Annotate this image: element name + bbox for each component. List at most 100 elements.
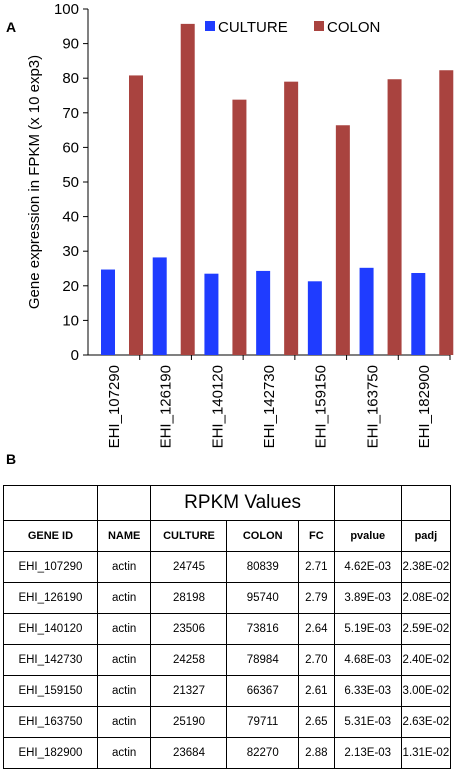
legend-swatch-colon [314, 21, 324, 31]
bar-culture-ehi_126190 [152, 257, 167, 355]
table-cell: 23684 [150, 737, 228, 769]
legend-label-culture: CULTURE [218, 19, 288, 36]
table-cell [400, 485, 452, 521]
table-row: EHI_126190 actin 28198 95740 2.79 3.89E-03 2.0… [3, 582, 452, 614]
table-cell: 5.19E-03 [333, 613, 402, 645]
table-cell: EHI_163750 [3, 706, 98, 738]
y-tick-label: 20 [62, 278, 79, 295]
table-cell: 2.38E-02 [400, 551, 452, 583]
bar-colon-ehi_126190 [180, 23, 195, 356]
table-cell: EHI_182900 [3, 737, 98, 769]
table-cell: 2.08E-02 [400, 582, 452, 614]
table-header-row: GENE ID NAME CULTURE COLON FC pvalue padj [3, 520, 452, 552]
table-cell: 25190 [150, 706, 228, 738]
table-cell: 24745 [150, 551, 228, 583]
table-cell: 80839 [226, 551, 299, 583]
legend-label-colon: COLON [327, 19, 380, 36]
y-tick-label: 40 [62, 209, 79, 226]
column-header: CULTURE [150, 520, 228, 552]
bar-chart: Gene expression in FPKM (x 10 exp3) 0 10 2… [26, 1, 454, 448]
y-axis-label: Gene expression in FPKM (x 10 exp3) [26, 55, 43, 309]
x-tick-label: EHI_159150 [313, 365, 330, 448]
bar-colon-ehi_163750 [387, 79, 402, 355]
table-cell: 2.40E-02 [400, 644, 452, 676]
table-cell: actin [96, 613, 152, 645]
table-row: EHI_140120 actin 23506 73816 2.64 5.19E-03 2.5… [3, 613, 452, 645]
panel-label-a: A [6, 19, 17, 35]
table-cell: actin [96, 551, 152, 583]
column-header: NAME [96, 520, 152, 552]
table-row: EHI_182900 actin 23684 82270 2.88 2.13E-03 1.3… [3, 737, 452, 769]
table-cell: 2.64 [297, 613, 335, 645]
table-cell: 21327 [150, 675, 228, 707]
table-row: EHI_107290 actin 24745 80839 2.71 4.62E-03 2.3… [3, 551, 452, 583]
rpkm-values-header: RPKM Values [150, 485, 335, 521]
table-cell: 2.79 [297, 582, 335, 614]
table-cell: 6.33E-03 [333, 675, 402, 707]
table-cell: actin [96, 644, 152, 676]
rpkm-table: RPKM Values GENE ID NAME CULTURE COLON FC pva… [3, 485, 452, 769]
column-header: pvalue [333, 520, 402, 552]
x-tick-label: EHI_140120 [209, 365, 226, 448]
table-cell: 2.88 [297, 737, 335, 769]
table-cell: 2.71 [297, 551, 335, 583]
y-tick-label: 70 [62, 105, 79, 122]
bar-colon-ehi_182900 [439, 70, 454, 355]
column-header: COLON [226, 520, 299, 552]
bar-culture-ehi_159150 [307, 281, 322, 355]
table-cell: 78984 [226, 644, 299, 676]
table-cell [333, 485, 402, 521]
y-tick-label: 30 [62, 243, 79, 260]
bar-culture-ehi_163750 [359, 267, 374, 355]
x-tick-label: EHI_182900 [416, 365, 433, 448]
table-cell: 3.00E-02 [400, 675, 452, 707]
y-tick-label: 0 [71, 347, 79, 364]
table-cell: 24258 [150, 644, 228, 676]
table-cell: EHI_159150 [3, 675, 98, 707]
bar-colon-ehi_159150 [335, 125, 350, 355]
table-cell: 2.61 [297, 675, 335, 707]
table-cell: 82270 [226, 737, 299, 769]
table-cell: actin [96, 675, 152, 707]
bar-culture-ehi_182900 [411, 272, 426, 355]
table-cell: actin [96, 582, 152, 614]
table-cell: EHI_140120 [3, 613, 98, 645]
bar-culture-ehi_142730 [256, 270, 271, 355]
y-tick-label: 10 [62, 312, 79, 329]
y-tick-label: 80 [62, 70, 79, 87]
table-cell: actin [96, 737, 152, 769]
table-cell: 4.68E-03 [333, 644, 402, 676]
legend-swatch-culture [205, 21, 215, 31]
x-tick-label: EHI_126190 [158, 365, 175, 448]
table-cell: 2.63E-02 [400, 706, 452, 738]
y-tick-label: 50 [62, 174, 79, 191]
table-row: EHI_159150 actin 21327 66367 2.61 6.33E-03 3.0… [3, 675, 452, 707]
table-cell: 4.62E-03 [333, 551, 402, 583]
bar-colon-ehi_142730 [284, 81, 299, 355]
table-cell: 95740 [226, 582, 299, 614]
table-cell [96, 485, 152, 521]
table-cell: 2.70 [297, 644, 335, 676]
x-tick-label: EHI_163750 [364, 365, 381, 448]
column-header: padj [400, 520, 452, 552]
table-cell: 66367 [226, 675, 299, 707]
bar-culture-ehi_140120 [204, 273, 219, 355]
table-cell: 2.13E-03 [333, 737, 402, 769]
y-tick-label: 60 [62, 139, 79, 156]
bar-colon-ehi_107290 [129, 75, 143, 355]
table-row: EHI_163750 actin 25190 79711 2.65 5.31E-03 2.6… [3, 706, 452, 738]
table-cell: 28198 [150, 582, 228, 614]
column-header: GENE ID [3, 520, 98, 552]
x-tick-label: EHI_107290 [106, 365, 123, 448]
y-tick-label: 90 [62, 36, 79, 53]
table-cell: actin [96, 706, 152, 738]
x-tick-label: EHI_142730 [261, 365, 278, 448]
panel-label-b: B [6, 451, 17, 467]
table-cell: EHI_107290 [3, 551, 98, 583]
table-cell: 5.31E-03 [333, 706, 402, 738]
table-cell: 3.89E-03 [333, 582, 402, 614]
table-cell: 23506 [150, 613, 228, 645]
bar-colon-ehi_140120 [232, 99, 247, 355]
table-cell: 1.31E-02 [400, 737, 452, 769]
table-cell: 2.59E-02 [400, 613, 452, 645]
